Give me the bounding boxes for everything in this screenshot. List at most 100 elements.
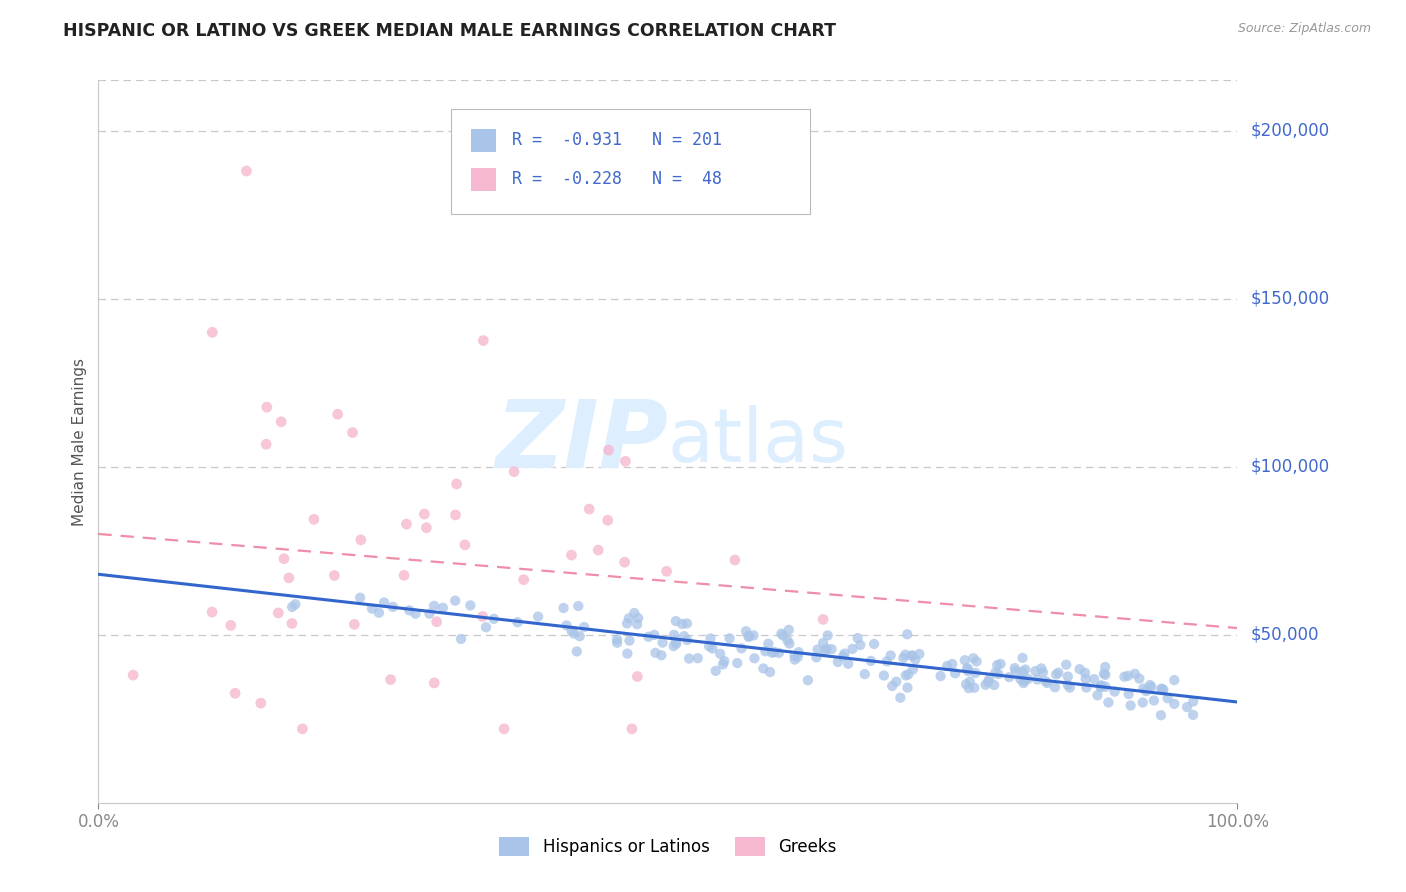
Point bbox=[606, 632, 628, 647]
Point bbox=[889, 690, 911, 705]
Point bbox=[941, 657, 963, 671]
Point bbox=[651, 635, 673, 649]
Point bbox=[709, 647, 731, 661]
Point bbox=[619, 633, 641, 648]
Point bbox=[735, 624, 758, 639]
Point bbox=[578, 502, 600, 516]
Text: ZIP: ZIP bbox=[495, 395, 668, 488]
Point bbox=[737, 629, 759, 643]
Point bbox=[676, 632, 699, 647]
Point bbox=[783, 648, 806, 663]
Point bbox=[267, 606, 290, 620]
Text: $50,000: $50,000 bbox=[1251, 626, 1319, 644]
Point bbox=[863, 637, 886, 651]
Point bbox=[1014, 673, 1036, 688]
Point bbox=[1047, 665, 1070, 680]
Text: $200,000: $200,000 bbox=[1251, 121, 1330, 140]
FancyBboxPatch shape bbox=[471, 168, 496, 191]
Point bbox=[1118, 687, 1140, 701]
Point bbox=[446, 477, 468, 491]
Point bbox=[983, 678, 1005, 692]
Point bbox=[901, 648, 924, 663]
Point bbox=[392, 568, 415, 582]
Point bbox=[713, 654, 735, 668]
Point bbox=[506, 615, 529, 630]
Point bbox=[650, 648, 672, 663]
Point bbox=[273, 551, 295, 566]
Point bbox=[1032, 665, 1054, 680]
Point bbox=[1143, 693, 1166, 707]
Point bbox=[472, 334, 495, 348]
Point bbox=[562, 626, 585, 640]
Point bbox=[1123, 666, 1146, 681]
Point bbox=[894, 668, 917, 682]
Point bbox=[626, 669, 648, 683]
Point bbox=[1163, 697, 1185, 711]
Point bbox=[879, 648, 901, 663]
Point bbox=[1054, 657, 1077, 672]
Point bbox=[738, 630, 761, 644]
Point bbox=[900, 648, 922, 663]
Point bbox=[1090, 678, 1112, 692]
Point bbox=[561, 624, 583, 638]
Point bbox=[966, 655, 988, 669]
Point bbox=[1152, 682, 1174, 697]
Point bbox=[613, 555, 636, 569]
Point bbox=[1056, 678, 1078, 692]
Point bbox=[644, 646, 666, 660]
Point bbox=[291, 722, 314, 736]
Point bbox=[256, 400, 278, 414]
Point bbox=[1119, 698, 1142, 713]
Point bbox=[380, 673, 402, 687]
Point bbox=[1010, 672, 1032, 686]
Point bbox=[699, 632, 721, 646]
Point bbox=[763, 645, 786, 659]
Point bbox=[1090, 679, 1112, 693]
Point bbox=[361, 601, 384, 615]
Point bbox=[1163, 673, 1185, 687]
Point bbox=[956, 662, 979, 676]
Point bbox=[1094, 680, 1116, 694]
Point bbox=[929, 669, 952, 683]
Text: Source: ZipAtlas.com: Source: ZipAtlas.com bbox=[1237, 22, 1371, 36]
Point bbox=[1150, 708, 1173, 723]
Point bbox=[277, 571, 299, 585]
Point bbox=[426, 615, 449, 629]
Text: $100,000: $100,000 bbox=[1251, 458, 1330, 475]
Point bbox=[623, 606, 645, 620]
Point bbox=[450, 632, 472, 646]
Point bbox=[1094, 660, 1116, 674]
Point bbox=[1017, 672, 1039, 686]
Point bbox=[655, 564, 678, 578]
Point bbox=[1090, 681, 1112, 695]
Point bbox=[219, 618, 242, 632]
Point bbox=[1014, 663, 1036, 677]
Point bbox=[832, 649, 855, 664]
Point bbox=[1059, 681, 1081, 695]
Text: atlas: atlas bbox=[668, 405, 849, 478]
Point bbox=[1116, 669, 1139, 683]
Point bbox=[943, 666, 966, 681]
Point bbox=[778, 623, 800, 637]
Point bbox=[586, 543, 609, 558]
FancyBboxPatch shape bbox=[451, 109, 810, 214]
Point bbox=[432, 600, 454, 615]
Point bbox=[998, 670, 1021, 684]
Point bbox=[444, 593, 467, 607]
Point bbox=[1104, 684, 1126, 698]
Point bbox=[598, 443, 620, 458]
Point bbox=[904, 652, 927, 666]
Point bbox=[820, 642, 842, 657]
Point bbox=[817, 628, 839, 642]
Point bbox=[224, 686, 246, 700]
Point bbox=[673, 629, 696, 643]
Point bbox=[702, 641, 724, 656]
Point bbox=[665, 635, 688, 649]
Point bbox=[404, 607, 426, 621]
Point bbox=[254, 437, 277, 451]
Point bbox=[894, 648, 917, 662]
Point bbox=[1076, 681, 1098, 695]
Point bbox=[302, 512, 325, 526]
Point bbox=[806, 650, 828, 665]
Point bbox=[606, 636, 628, 650]
